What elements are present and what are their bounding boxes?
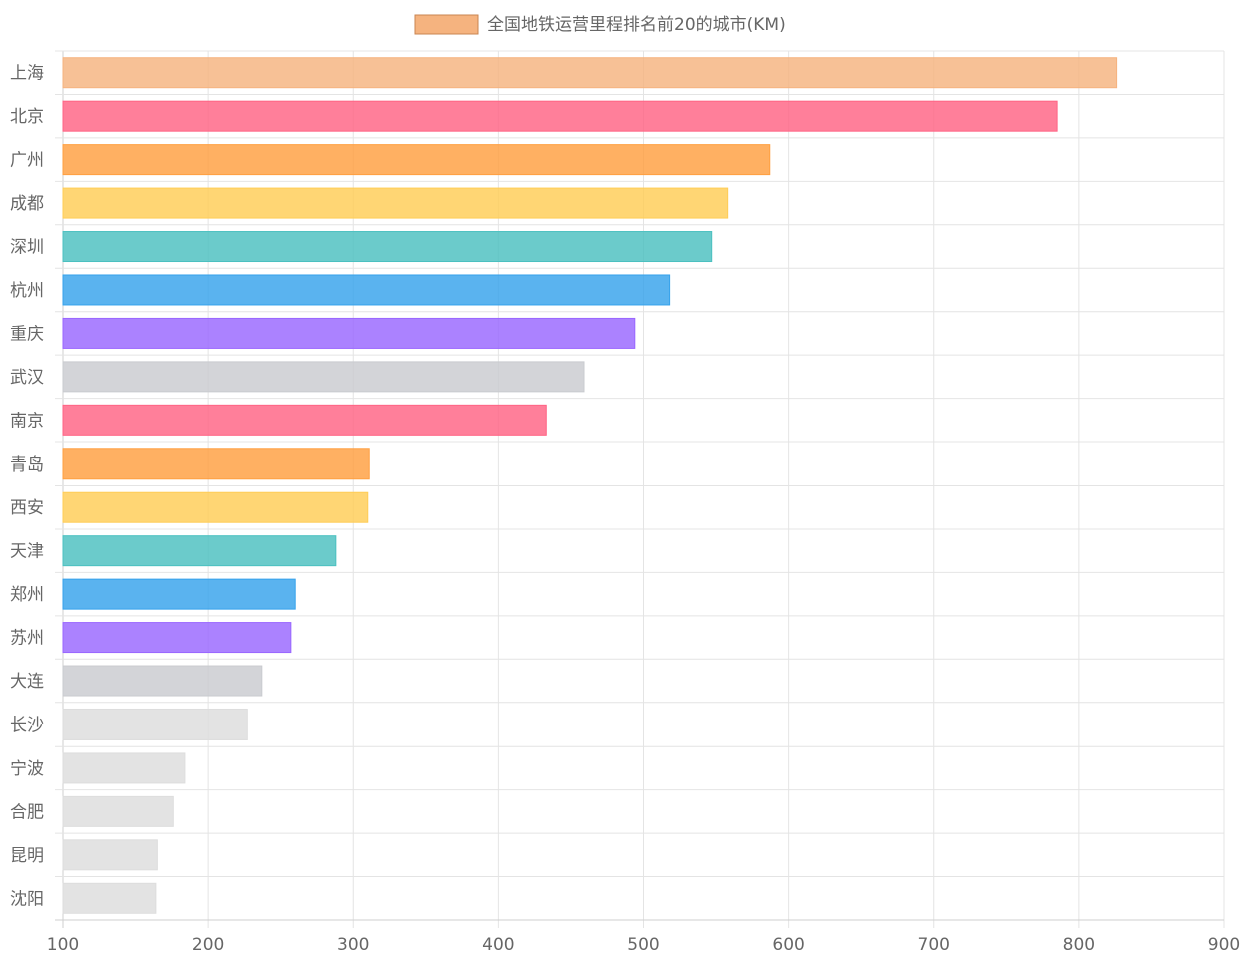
legend-swatch	[414, 14, 479, 35]
y-tick-label: 重庆	[10, 324, 44, 344]
y-tick-label: 青岛	[10, 455, 44, 475]
y-tick-label: 武汉	[10, 368, 44, 388]
grid	[55, 50, 1225, 928]
y-tick-label: 深圳	[10, 238, 44, 258]
bars	[62, 57, 1118, 914]
bar-广州[interactable]	[62, 144, 771, 176]
bar-深圳[interactable]	[62, 231, 713, 263]
y-tick-label: 南京	[10, 411, 44, 431]
bar-苏州[interactable]	[62, 622, 292, 654]
bar-沈阳[interactable]	[62, 882, 157, 914]
x-axis-labels: 100 200 300 400 500 600 700 800 900	[47, 935, 1240, 955]
bar-昆明[interactable]	[62, 839, 158, 871]
x-tick-label: 900	[1208, 935, 1240, 955]
y-tick-label: 天津	[10, 542, 44, 562]
bar-郑州[interactable]	[62, 578, 296, 610]
y-tick-label: 西安	[10, 498, 44, 518]
y-tick-label: 北京	[10, 107, 44, 127]
y-tick-label: 广州	[10, 151, 44, 171]
bar-武汉[interactable]	[62, 361, 585, 393]
y-tick-label: 宁波	[10, 759, 44, 779]
x-tick-label: 400	[482, 935, 514, 955]
y-tick-label: 大连	[10, 672, 44, 692]
bar-西安[interactable]	[62, 491, 369, 523]
y-tick-label: 上海	[10, 64, 44, 84]
bar-上海[interactable]	[62, 57, 1118, 89]
legend-label: 全国地铁运营里程排名前20的城市(KM)	[487, 15, 786, 35]
y-tick-label: 杭州	[10, 281, 44, 301]
bar-合肥[interactable]	[62, 795, 174, 827]
legend[interactable]: 全国地铁运营里程排名前20的城市(KM)	[414, 14, 786, 35]
bar-长沙[interactable]	[62, 708, 248, 740]
y-tick-label: 沈阳	[10, 889, 44, 909]
y-tick-label: 郑州	[10, 585, 44, 605]
x-tick-label: 600	[772, 935, 804, 955]
x-tick-label: 500	[627, 935, 659, 955]
y-tick-label: 昆明	[10, 846, 44, 866]
bar-杭州[interactable]	[62, 274, 671, 306]
x-tick-label: 300	[337, 935, 369, 955]
x-tick-label: 800	[1063, 935, 1095, 955]
x-tick-label: 100	[47, 935, 79, 955]
x-tick-label: 700	[918, 935, 950, 955]
bar-成都[interactable]	[62, 187, 729, 219]
y-tick-label: 长沙	[10, 715, 44, 735]
bar-重庆[interactable]	[62, 317, 636, 349]
y-tick-label: 苏州	[10, 629, 44, 649]
y-tick-label: 成都	[10, 194, 44, 214]
bar-天津[interactable]	[62, 535, 337, 567]
x-tick-label: 200	[192, 935, 224, 955]
bar-大连[interactable]	[62, 665, 263, 697]
bar-南京[interactable]	[62, 404, 547, 436]
y-tick-label: 合肥	[10, 802, 44, 822]
bar-北京[interactable]	[62, 100, 1058, 132]
bar-青岛[interactable]	[62, 448, 370, 480]
bar-宁波[interactable]	[62, 752, 186, 784]
